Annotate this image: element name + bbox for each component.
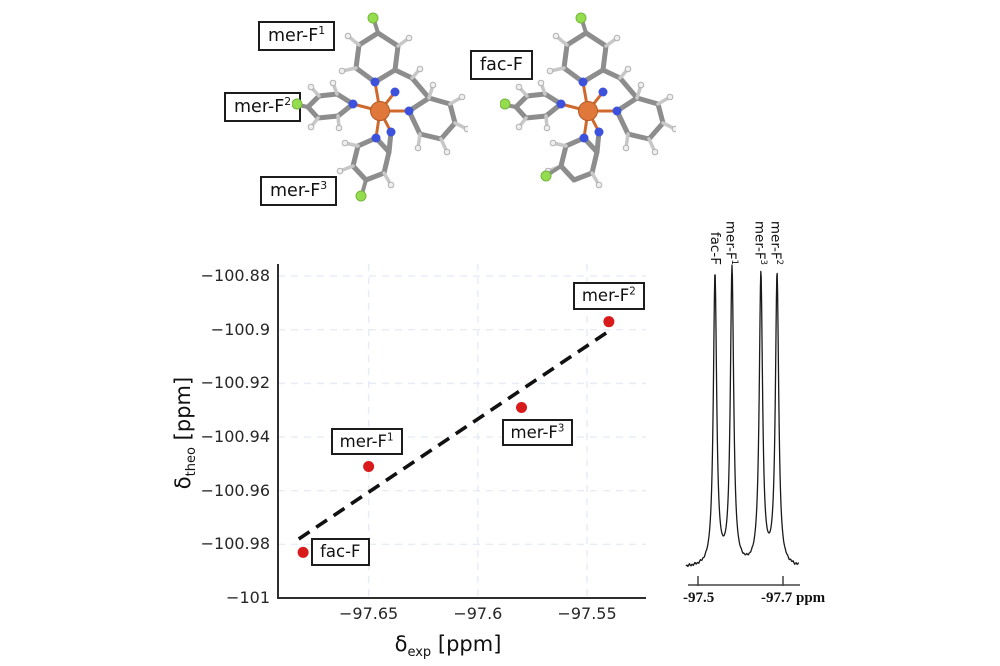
point-label-text: mer-F [581,285,630,305]
structure-label-fac-f: fac-F [470,50,533,80]
peak-label: mer-F2 [768,221,786,265]
structure-label-sup: 3 [320,179,328,192]
point-label-sup: 2 [629,286,636,298]
peak-label-text: fac-F [707,231,723,265]
structure-label-mer-f2: mer-F2 [224,92,302,122]
structure-label-mer-f3: mer-F3 [260,176,338,206]
structure-label-mer-f1: mer-F1 [258,21,336,51]
structure-label-text: mer-F [268,25,319,46]
point-label: mer-F3 [501,418,574,447]
point-label: mer-F2 [572,281,645,310]
peak-label-sup: 1 [730,259,740,265]
scatter-plot: δ theo [ppm] δexp [ppm] −97.65 −97.6 −97.55… [160,250,660,666]
y-tick-label: −100.92 [200,373,270,393]
molecule-fac-structure [500,12,676,189]
peak-label-sup: 2 [775,259,786,265]
x-tick-label: −97.6 [453,604,503,623]
structure-label-sup: 1 [318,24,326,37]
peak-label-text: mer-F [767,220,784,260]
spectrum-trace [685,264,800,568]
y-tick-label: −100.94 [200,427,270,447]
data-point [603,316,615,328]
x-axis-unit: [ppm] [431,632,502,656]
data-point [297,546,309,558]
structure-label-text: mer-F [270,180,321,201]
y-axis-subscript: theo [184,447,200,477]
spectrum-tick-label: -97.5 [683,590,715,606]
structure-label-text: mer-F [234,96,285,117]
scatter-plot-canvas [277,264,646,599]
point-label-text: mer-F [339,431,388,451]
peak-label: mer-F1 [723,221,741,265]
x-axis-label: δexp [ppm] [366,632,530,660]
x-axis-subscript: exp [407,645,432,661]
point-label-text: fac-F [320,542,361,562]
y-tick-label: −100.88 [200,266,270,286]
point-label: fac-F [311,538,370,567]
x-tick-label: −97.55 [557,604,617,623]
x-tick-label: −97.65 [339,604,399,623]
nmr-spectrum: fac-F mer-F1 mer-F3 mer-F2 -97.5 -97.7 ppm [660,180,880,640]
y-tick-label: −100.96 [200,480,270,500]
point-label-text: mer-F [510,422,558,442]
peak-label-text: mer-F [722,220,739,260]
x-axis-symbol: δ [394,632,408,656]
point-label-sup: 1 [387,432,394,444]
structure-label-sup: 2 [284,95,292,108]
y-tick-label: −101 [226,588,270,607]
peak-label: mer-F3 [751,221,769,265]
peak-label: fac-F [707,232,723,265]
point-label: mer-F1 [330,427,403,456]
molecule-mer-structure [292,12,468,202]
nmr-spectrum-canvas [685,264,800,586]
data-point [363,461,375,473]
point-label-sup: 3 [557,423,565,435]
peak-label-text: mer-F [751,220,768,260]
y-tick-label: −100.98 [200,534,270,554]
y-tick-label: −100.9 [210,319,270,339]
data-point [516,402,528,414]
spectrum-tick-label: -97.7 ppm [761,590,826,606]
structure-label-text: fac-F [480,54,523,75]
